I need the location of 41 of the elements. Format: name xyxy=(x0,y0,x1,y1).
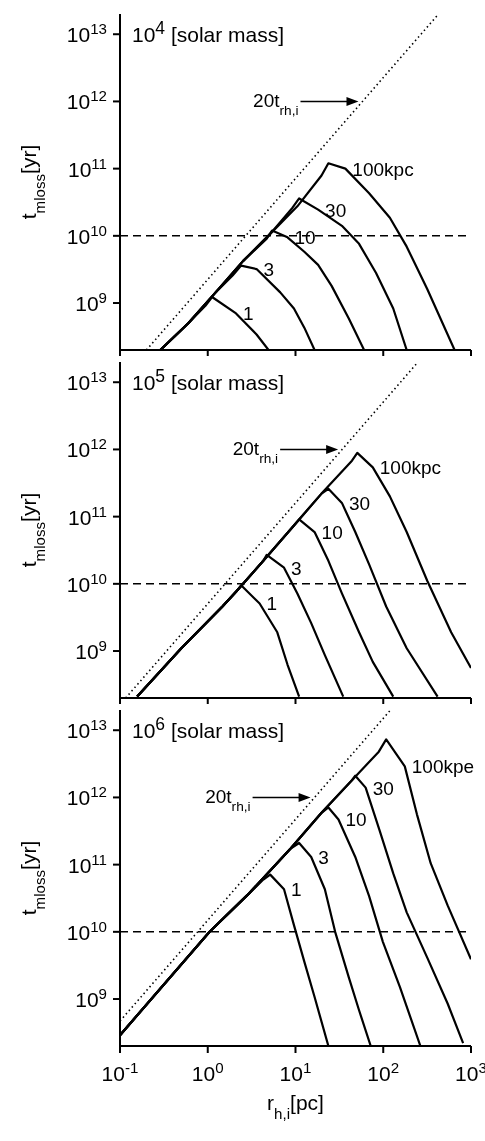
y-tick-label: 10$^{11}$ xyxy=(67,502,107,529)
series-label: 10 xyxy=(294,227,316,249)
x-axis-title: r$_{h,i}$[pc] xyxy=(267,1091,324,1122)
y-tick-label: 10$^{10}$ xyxy=(66,917,107,944)
y-tick-label: 10$^{13}$ xyxy=(66,367,107,395)
chart-title: 10$^{6}$ [solar mass] xyxy=(132,714,285,743)
x-tick-label: 10$^{1}$ xyxy=(279,1058,312,1085)
y-tick-label: 10$^{13}$ xyxy=(66,19,107,47)
x-tick-label: 10$^{2}$ xyxy=(367,1058,400,1085)
series-label: 3 xyxy=(291,557,302,579)
series-label: 30 xyxy=(325,199,347,221)
x-tick-label: 10$^{0}$ xyxy=(191,1058,224,1085)
chart-title: 10$^{5}$ [solar mass] xyxy=(132,366,285,395)
series-label: 3 xyxy=(318,846,329,868)
series-label: 1 xyxy=(243,303,254,325)
series-label: 100kpc xyxy=(379,457,442,479)
series-label: 100kpc xyxy=(352,158,414,180)
y-tick-label: 10$^{12}$ xyxy=(66,782,107,810)
x-tick-label: 10$^{-1}$ xyxy=(101,1058,139,1085)
series-label: 30 xyxy=(372,777,394,799)
series-label: 30 xyxy=(348,492,371,514)
series-label: 10 xyxy=(321,522,343,544)
y-tick-label: 10$^{10}$ xyxy=(66,569,107,596)
y-tick-label: 10$^{9}$ xyxy=(75,288,107,316)
legend-label: 20t$_{rh,i}$ xyxy=(253,90,299,118)
series-label: 1 xyxy=(266,593,278,615)
y-tick-label: 10$^{12}$ xyxy=(66,434,107,462)
y-tick-label: 10$^{10}$ xyxy=(66,221,107,248)
y-tick-label: 10$^{12}$ xyxy=(66,86,107,114)
series-label: 100kpe xyxy=(411,756,475,778)
y-tick-label: 10$^{9}$ xyxy=(75,636,107,664)
y-tick-label: 10$^{11}$ xyxy=(67,154,107,181)
series-label: 1 xyxy=(291,879,302,901)
y-tick-label: 10$^{13}$ xyxy=(66,715,107,743)
legend-label: 20t$_{rh,i}$ xyxy=(205,786,251,814)
y-tick-label: 10$^{9}$ xyxy=(75,984,107,1012)
series-label: 10 xyxy=(345,809,367,831)
y-tick-label: 10$^{11}$ xyxy=(67,850,107,877)
legend-label: 20t$_{rh,i}$ xyxy=(232,438,279,466)
chart-title: 10$^{4}$ [solar mass] xyxy=(132,18,285,47)
series-label: 3 xyxy=(263,259,275,281)
